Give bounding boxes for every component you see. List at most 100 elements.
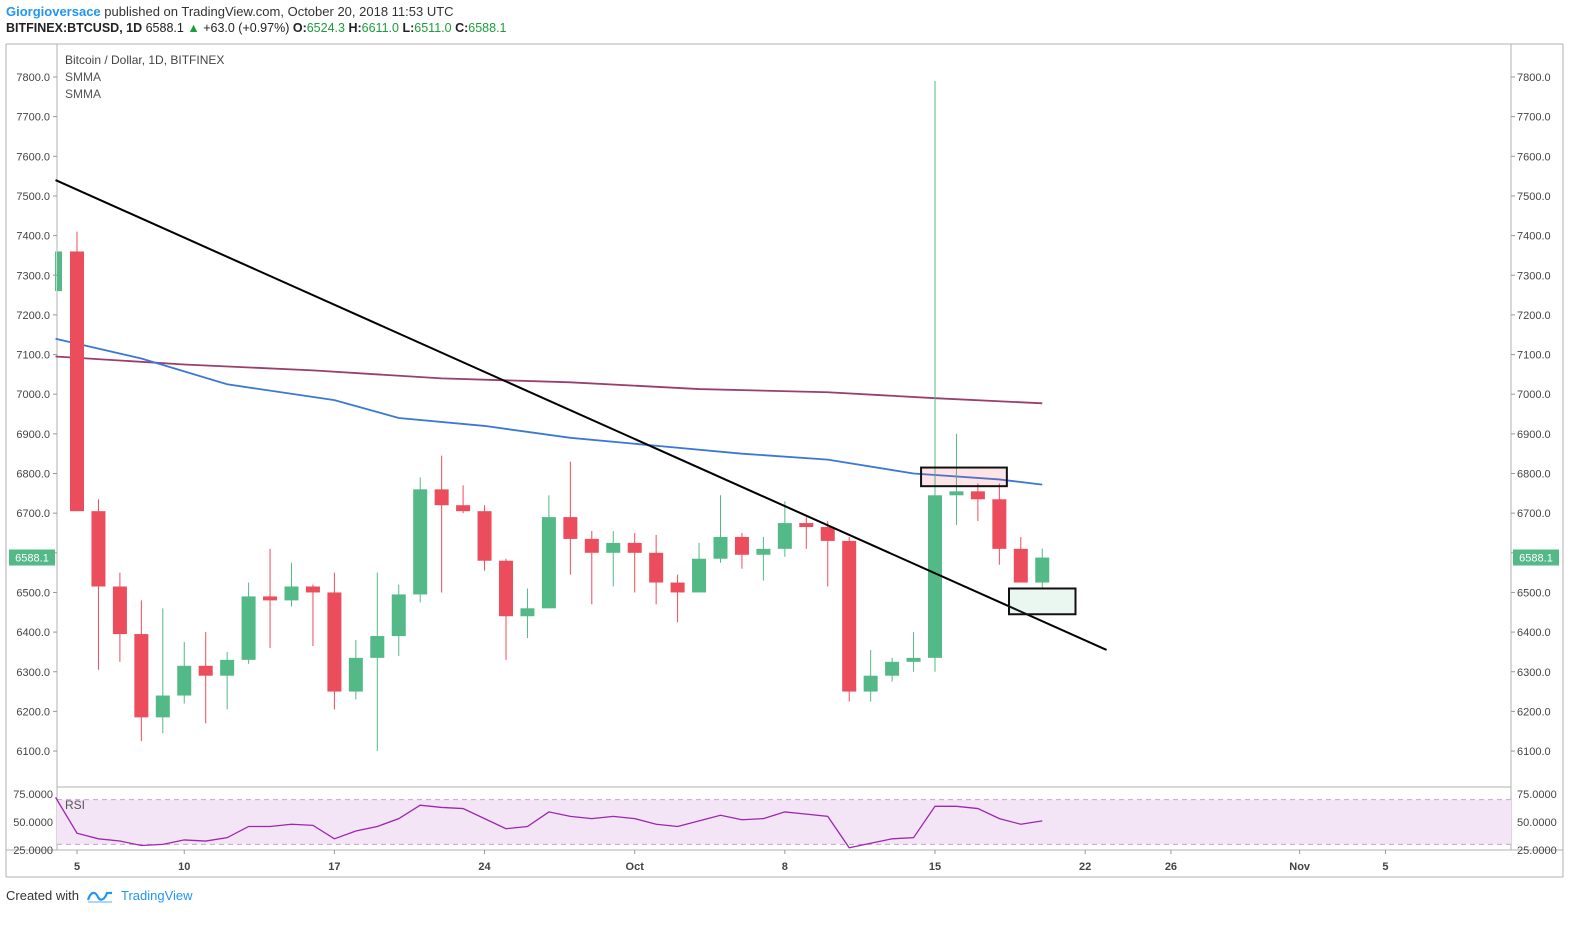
smma-slow-line[interactable]	[55, 355, 1043, 405]
candle-body	[885, 661, 900, 676]
candle[interactable]	[134, 600, 149, 742]
x-tick-label: 24	[478, 861, 491, 873]
candle[interactable]	[305, 584, 320, 646]
candle[interactable]	[906, 632, 921, 672]
author-link[interactable]: Giorgioversace	[6, 4, 101, 19]
candle[interactable]	[499, 558, 513, 660]
y-tick-label-right: 7100.0	[1517, 350, 1551, 362]
y-tick-label-right: 6700.0	[1517, 508, 1551, 520]
candle-body	[327, 592, 342, 692]
candle[interactable]	[434, 455, 449, 593]
candle[interactable]	[606, 530, 621, 587]
y-tick-label-left: 6700.0	[16, 508, 50, 520]
candle[interactable]	[91, 499, 106, 670]
candle-body	[906, 657, 921, 662]
rsi-tick-label-right: 25.0000	[1517, 845, 1557, 857]
y-tick-label-right: 6500.0	[1517, 587, 1551, 599]
candle[interactable]	[391, 584, 406, 656]
candle[interactable]	[563, 461, 578, 575]
candle[interactable]	[692, 542, 707, 593]
low-label: L:	[402, 21, 415, 35]
candle[interactable]	[949, 433, 964, 526]
created-with-text: Created with	[6, 887, 79, 903]
candle[interactable]	[799, 517, 814, 549]
candle-body	[348, 657, 363, 692]
resistance-box[interactable]	[920, 466, 1008, 488]
y-tick-label-right: 6300.0	[1517, 667, 1551, 679]
candle-body	[992, 499, 1007, 549]
plot-area	[56, 43, 1512, 851]
candle[interactable]	[112, 572, 127, 662]
candle[interactable]	[413, 477, 428, 603]
y-tick-label-left: 7800.0	[16, 72, 50, 84]
candle-body	[263, 596, 278, 601]
candle[interactable]	[649, 534, 664, 605]
candle[interactable]	[220, 651, 235, 710]
candle[interactable]	[284, 562, 299, 607]
candle[interactable]	[777, 501, 792, 557]
candles[interactable]	[55, 80, 1050, 752]
candle-body	[155, 695, 170, 718]
rsi-tick-label-right: 50.0000	[1517, 817, 1557, 829]
candle[interactable]	[820, 521, 835, 587]
candle[interactable]	[541, 495, 556, 609]
rsi-pane[interactable]: 75.0000 75.0000 50.0000 50.0000 25.0000 25.00…	[13, 789, 1557, 857]
candle[interactable]	[713, 495, 728, 563]
candle[interactable]	[348, 640, 363, 700]
x-tick-label: 8	[782, 861, 788, 873]
candle[interactable]	[863, 649, 878, 702]
candle[interactable]	[842, 536, 857, 702]
candle-body	[606, 542, 621, 553]
candle[interactable]	[970, 483, 985, 522]
axes: 7800.0 7800.0 7700.0 7700.0 7600.0 7600.0 7500…	[9, 72, 1559, 873]
y-tick-label-right: 7200.0	[1517, 310, 1551, 322]
y-tick-label-right: 6400.0	[1517, 627, 1551, 639]
candle[interactable]	[55, 251, 62, 292]
tradingview-logo-icon	[86, 891, 112, 903]
candle[interactable]	[241, 582, 256, 664]
candle[interactable]	[177, 642, 192, 704]
y-tick-label-left: 6200.0	[16, 706, 50, 718]
candle[interactable]	[70, 231, 84, 512]
chart-frame	[5, 43, 1564, 878]
candle[interactable]	[370, 572, 385, 752]
candle-body	[842, 540, 857, 692]
x-tick-label: 22	[1079, 861, 1091, 873]
rsi-tick-label-left: 50.0000	[13, 817, 53, 829]
candle[interactable]	[477, 505, 492, 571]
x-tick-label: Nov	[1289, 861, 1311, 873]
open-value: 6524.3	[306, 21, 345, 35]
trendline[interactable]	[55, 179, 1108, 651]
y-tick-label-right: 7700.0	[1517, 112, 1551, 124]
candle-body	[434, 489, 449, 506]
candle-body	[520, 608, 535, 617]
candle[interactable]	[885, 657, 900, 682]
candle[interactable]	[456, 485, 471, 514]
candle[interactable]	[155, 608, 170, 734]
candle-body	[863, 675, 878, 692]
candle[interactable]	[198, 632, 213, 724]
drawings[interactable]	[55, 179, 1108, 651]
candle[interactable]	[1013, 536, 1028, 583]
tradingview-link[interactable]: TradingView	[120, 887, 193, 903]
candle-body	[627, 542, 642, 553]
candle[interactable]	[327, 572, 342, 710]
x-tick-label: 17	[328, 861, 340, 873]
rsi-line[interactable]	[54, 797, 1043, 849]
candle[interactable]	[734, 532, 749, 569]
candle[interactable]	[756, 536, 771, 581]
candle[interactable]	[1035, 548, 1050, 589]
close-value: 6588.1	[468, 21, 507, 35]
smma-fast-line[interactable]	[55, 337, 1043, 486]
candle[interactable]	[263, 548, 278, 648]
support-box[interactable]	[1008, 587, 1077, 616]
candle-body	[57, 251, 62, 292]
candle[interactable]	[584, 530, 599, 605]
candle[interactable]	[520, 588, 535, 639]
candle-body	[413, 489, 428, 595]
candle[interactable]	[992, 483, 1007, 565]
candle[interactable]	[627, 532, 642, 593]
candle[interactable]	[670, 574, 685, 623]
candle-body	[112, 586, 127, 635]
